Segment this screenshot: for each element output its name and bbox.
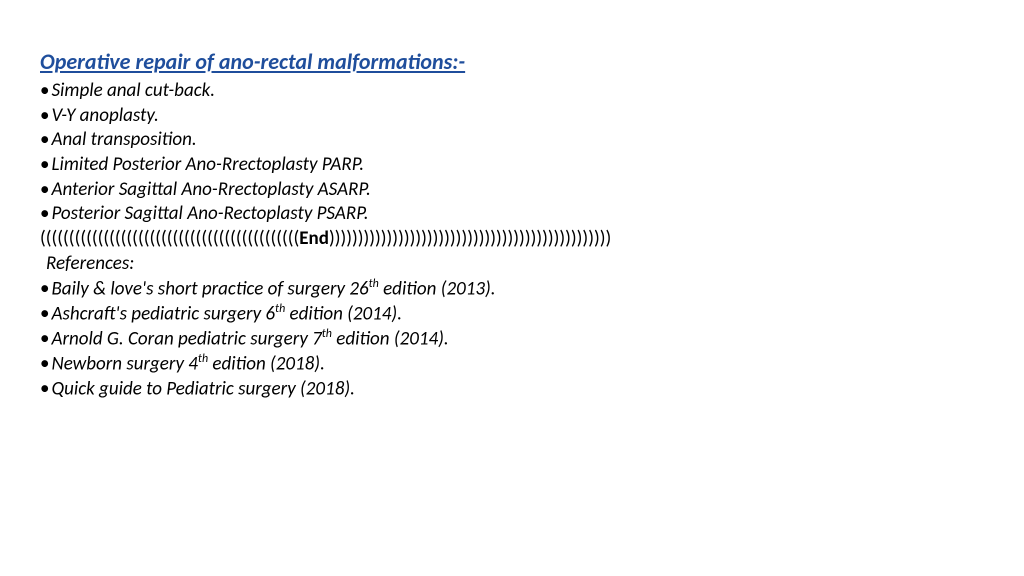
reference-item: Baily & love's short practice of surgery… [40,277,984,302]
ref-pre: Quick guide to Pediatric surgery (2018). [51,377,354,400]
section-title: Operative repair of ano-rectal malformat… [40,48,984,75]
ref-pre: Newborn surgery 4 [51,352,197,375]
ref-pre: Baily & love's short practice of surgery… [51,277,368,300]
procedure-item: Anterior Sagittal Ano-Rrectoplasty ASARP… [40,178,984,203]
reference-item: Newborn surgery 4th edition (2018). [40,352,984,377]
ref-sup: th [369,277,379,291]
reference-item: Quick guide to Pediatric surgery (2018). [40,377,984,402]
paren-open: ((((((((((((((((((((((((((((((((((((((((… [40,227,299,250]
reference-item: Arnold G. Coran pediatric surgery 7th ed… [40,327,984,352]
procedure-item: Simple anal cut-back. [40,79,984,104]
procedure-item: Anal transposition. [40,128,984,153]
ref-pre: Arnold G. Coran pediatric surgery 7 [51,327,321,350]
ref-post: edition (2014). [332,327,449,350]
ref-pre: Ashcraft's pediatric surgery 6 [51,302,275,325]
ref-sup: th [275,302,285,316]
end-separator: ((((((((((((((((((((((((((((((((((((((((… [40,227,984,252]
reference-item: Ashcraft's pediatric surgery 6th edition… [40,302,984,327]
procedure-item: V-Y anoplasty. [40,104,984,129]
paren-close: ))))))))))))))))))))))))))))))))))))))))… [329,227,611,250]
ref-post: edition (2013). [379,277,496,300]
ref-sup: th [198,352,208,366]
ref-post: edition (2014). [285,302,402,325]
procedure-item: Posterior Sagittal Ano-Rectoplasty PSARP… [40,202,984,227]
ref-sup: th [322,327,332,341]
procedure-item: Limited Posterior Ano-Rrectoplasty PARP. [40,153,984,178]
references-heading: References: [46,252,984,277]
end-word: End [299,227,329,250]
ref-post: edition (2018). [208,352,325,375]
